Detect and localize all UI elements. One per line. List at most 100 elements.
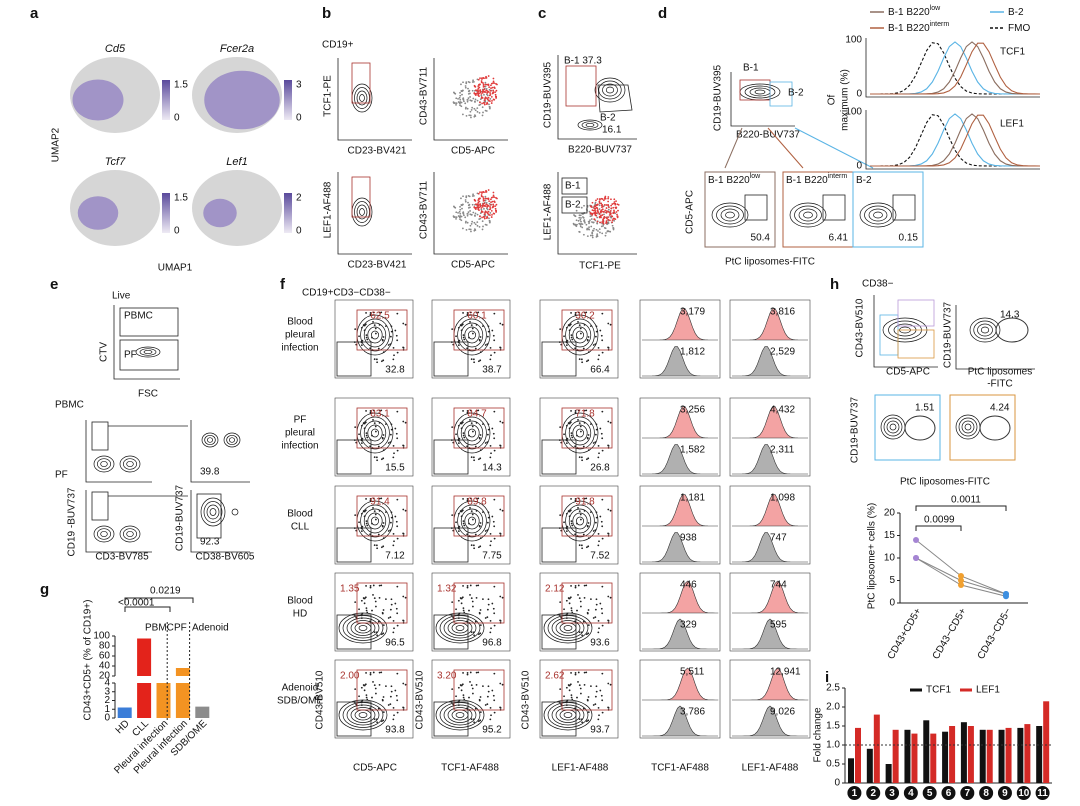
- event: [389, 608, 392, 611]
- event: [559, 514, 562, 517]
- histogram: [642, 444, 718, 475]
- event: [488, 217, 490, 220]
- event: [501, 683, 504, 686]
- event: [377, 347, 380, 350]
- event: [499, 322, 502, 325]
- event: [394, 515, 397, 518]
- event: [489, 706, 492, 709]
- axis-label: LEF1-AF488: [742, 763, 799, 774]
- event: [613, 211, 616, 213]
- event: [460, 329, 463, 332]
- contour: [354, 622, 372, 634]
- axis-label: Of: [827, 95, 838, 106]
- event: [592, 530, 595, 532]
- contour: [351, 197, 373, 227]
- event: [402, 508, 405, 511]
- event: [586, 338, 589, 341]
- event: [394, 427, 397, 430]
- event: [577, 594, 579, 596]
- event: [490, 201, 492, 204]
- y-tick-label: 1.0: [826, 740, 840, 751]
- event: [570, 694, 573, 697]
- event: [374, 600, 377, 603]
- event: [614, 203, 617, 206]
- axes: [190, 490, 250, 553]
- event: [479, 101, 481, 104]
- event: [466, 707, 469, 710]
- axis-label: CD5-APC: [451, 146, 495, 157]
- box: [336, 341, 372, 377]
- event: [493, 339, 496, 342]
- event: [396, 410, 399, 413]
- box: [561, 495, 613, 537]
- x-tick-label: 10: [1018, 788, 1030, 799]
- event: [473, 114, 476, 117]
- event: [462, 696, 465, 699]
- event: [481, 228, 484, 231]
- contour: [543, 612, 593, 644]
- event: [607, 216, 610, 219]
- event: [473, 84, 476, 87]
- axis-label: CD19-BUV737: [850, 396, 861, 463]
- percent: 38.7: [482, 365, 502, 376]
- event: [586, 698, 589, 701]
- event: [376, 459, 379, 462]
- event: [369, 620, 372, 623]
- category-badge: [885, 786, 900, 800]
- event: [382, 537, 385, 540]
- event: [387, 704, 390, 706]
- event: [587, 359, 590, 362]
- plot-frame: [334, 485, 414, 565]
- event: [570, 498, 572, 500]
- event: [478, 92, 481, 95]
- event: [607, 322, 610, 325]
- event: [599, 602, 602, 605]
- plot-frame: [729, 299, 811, 379]
- event: [393, 627, 395, 630]
- event: [389, 441, 392, 444]
- x-tick-label: 4: [908, 788, 914, 799]
- text-part: B-1 B220: [888, 7, 930, 18]
- event: [468, 228, 471, 231]
- percent: 6.41: [829, 233, 849, 244]
- event: [372, 594, 374, 596]
- event: [587, 545, 590, 548]
- contour: [744, 85, 776, 99]
- x-tick-label: 11: [1037, 788, 1048, 799]
- gate-label: CD19+: [322, 40, 354, 51]
- contour: [568, 420, 592, 446]
- event: [489, 532, 492, 535]
- event: [374, 513, 377, 516]
- box: [561, 582, 613, 624]
- event: [464, 102, 467, 105]
- event: [482, 200, 485, 202]
- event: [489, 212, 492, 214]
- event: [484, 195, 487, 198]
- event: [473, 634, 476, 637]
- contour: [135, 346, 161, 358]
- event: [452, 215, 455, 218]
- event: [483, 216, 486, 218]
- event: [372, 321, 374, 323]
- axes: [337, 172, 412, 255]
- event: [455, 216, 458, 219]
- event: [468, 81, 471, 84]
- event: [494, 205, 497, 208]
- event: [402, 445, 405, 447]
- event: [601, 498, 604, 501]
- event: [473, 214, 476, 217]
- contour: [565, 416, 595, 450]
- legend-label: FMO: [1008, 23, 1030, 34]
- axes: [113, 305, 180, 380]
- event: [477, 546, 480, 549]
- event: [488, 221, 491, 224]
- plot-frame: [639, 659, 721, 739]
- event: [468, 114, 471, 117]
- event: [482, 423, 484, 425]
- axes: [730, 72, 795, 127]
- event: [480, 211, 483, 213]
- event: [492, 205, 495, 207]
- event: [568, 602, 571, 605]
- event: [471, 220, 474, 223]
- box: [336, 701, 372, 737]
